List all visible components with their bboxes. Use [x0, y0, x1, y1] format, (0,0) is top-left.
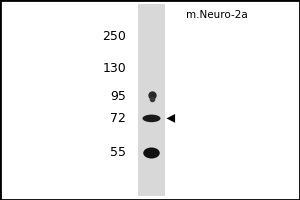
Text: 250: 250 — [102, 29, 126, 43]
Ellipse shape — [143, 148, 160, 158]
Polygon shape — [167, 114, 175, 123]
Text: 130: 130 — [102, 62, 126, 74]
Text: 95: 95 — [110, 90, 126, 102]
Ellipse shape — [142, 115, 160, 122]
Bar — [138, 4, 165, 196]
Text: m.Neuro-2a: m.Neuro-2a — [186, 10, 248, 20]
Text: 72: 72 — [110, 112, 126, 126]
Text: 55: 55 — [110, 146, 126, 160]
